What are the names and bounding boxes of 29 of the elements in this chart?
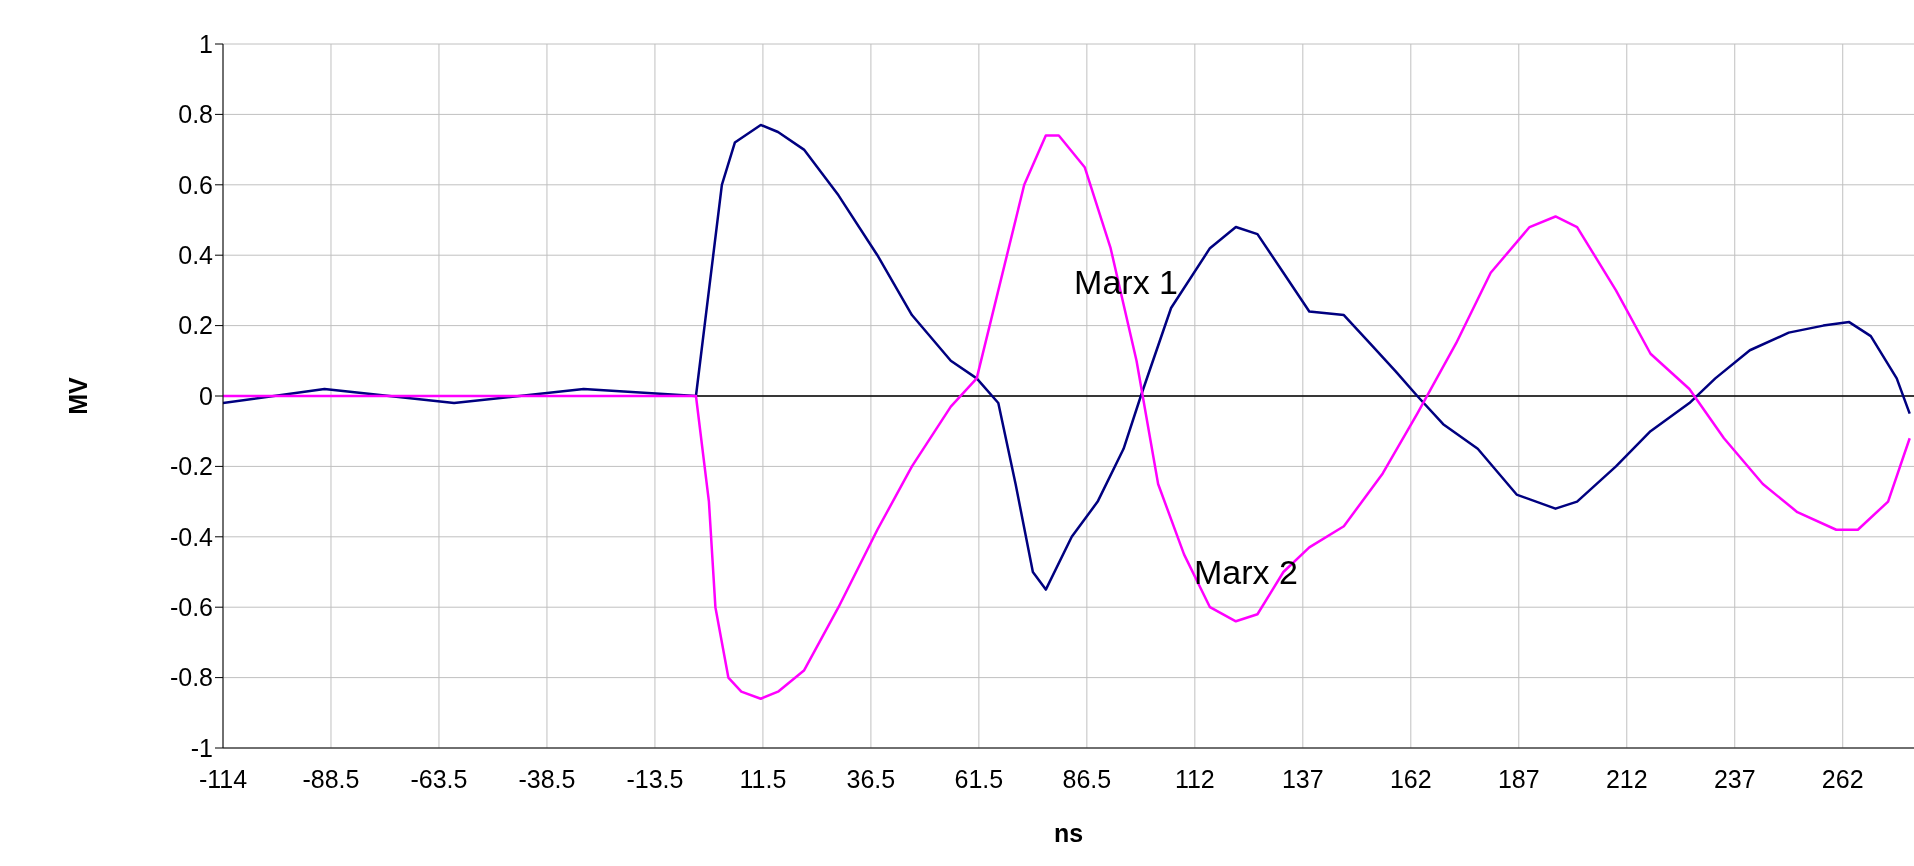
y-tick-label: 0.8 — [178, 100, 213, 129]
y-tick-label: 0.6 — [178, 170, 213, 199]
x-tick-label: 187 — [1497, 764, 1540, 793]
y-tick-label: -0.4 — [169, 522, 214, 551]
y-tick-label: -0.2 — [169, 452, 213, 481]
y-tick-label: 0 — [199, 381, 213, 410]
x-tick-label: 237 — [1713, 764, 1756, 793]
x-tick-label: -114 — [198, 764, 248, 793]
x-tick-label: -13.5 — [626, 764, 684, 793]
y-tick-label: -0.8 — [169, 663, 213, 692]
y-tick-label: -1 — [190, 733, 213, 762]
y-axis-title: MV — [63, 376, 92, 415]
x-tick-label: -38.5 — [518, 764, 576, 793]
x-tick-label: 112 — [1174, 764, 1215, 793]
y-tick-label: 0.4 — [178, 241, 214, 270]
y-tick-label: -0.6 — [169, 593, 213, 622]
x-tick-label: 36.5 — [846, 764, 896, 793]
x-tick-label: 11.5 — [739, 764, 787, 793]
x-tick-label: 162 — [1389, 764, 1432, 793]
y-tick-label: 1 — [199, 29, 213, 58]
x-tick-label: 212 — [1605, 764, 1648, 793]
x-tick-label: 86.5 — [1062, 764, 1112, 793]
x-tick-label: 262 — [1821, 764, 1864, 793]
y-tick-label: 0.2 — [178, 311, 213, 340]
x-tick-label: 61.5 — [954, 764, 1004, 793]
x-tick-label: -88.5 — [302, 764, 360, 793]
x-tick-label: 137 — [1281, 764, 1324, 793]
x-axis-title: ns — [1053, 819, 1084, 847]
x-tick-label: -63.5 — [410, 764, 468, 793]
